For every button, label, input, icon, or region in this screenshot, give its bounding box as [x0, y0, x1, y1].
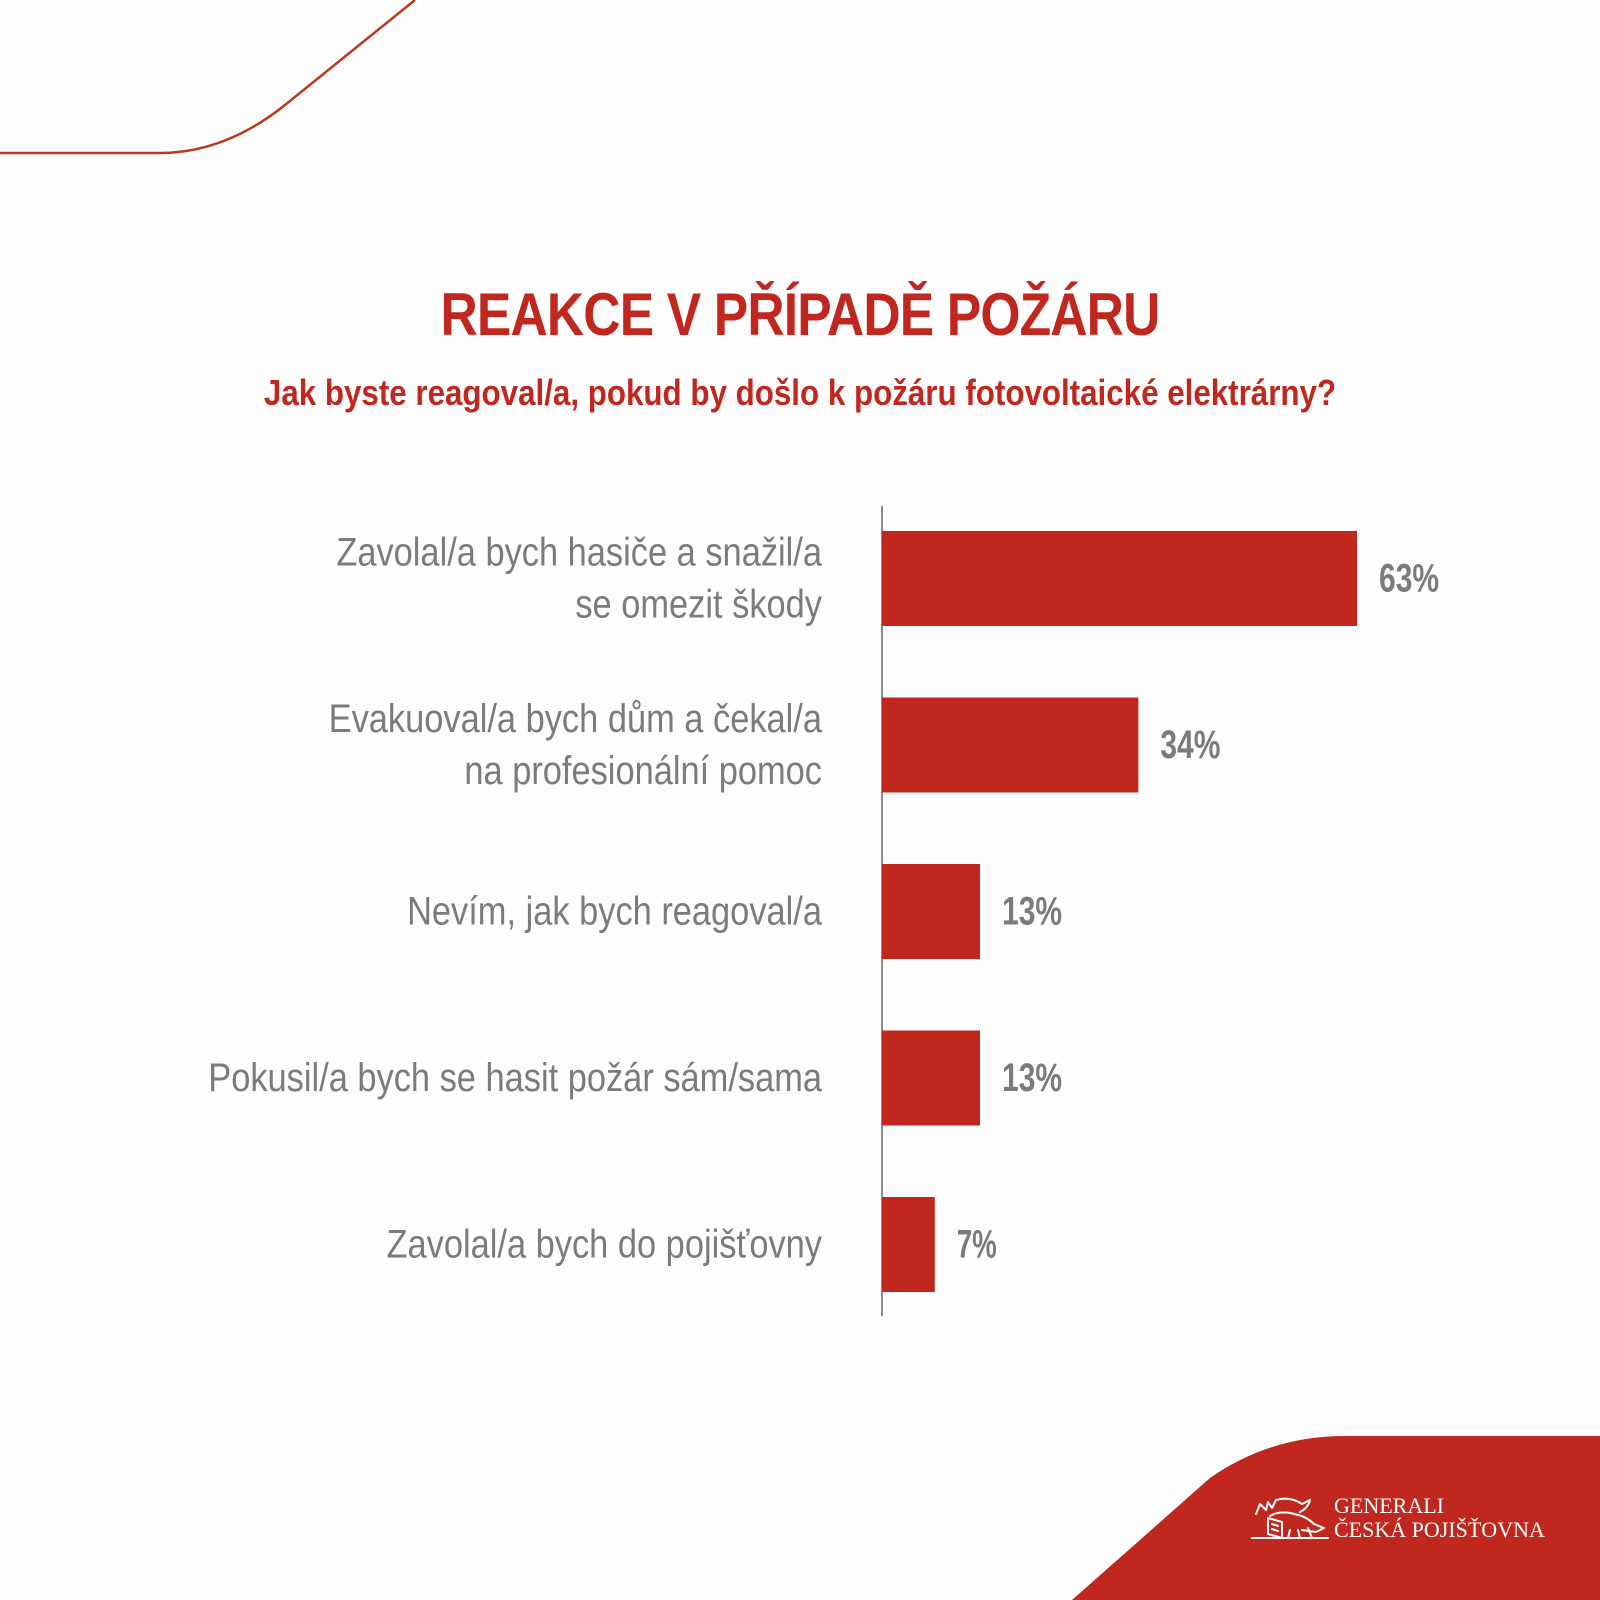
category-label: na profesionální pomoc	[464, 749, 822, 793]
bar	[882, 1197, 935, 1292]
brand-corner-fill	[1072, 1436, 1600, 1600]
value-label: 63%	[1379, 557, 1439, 601]
bar	[882, 697, 1139, 793]
value-label: 13%	[1002, 890, 1062, 934]
bar	[882, 531, 1358, 626]
category-label: Pokusil/a bych se hasit požár sám/sama	[208, 1056, 822, 1100]
brand-name-line1: GENERALI	[1334, 1493, 1444, 1518]
chart-title: REAKCE V PŘÍPADĚ POŽÁRU	[440, 281, 1161, 348]
category-label: Evakuoval/a bych dům a čekal/a	[329, 697, 823, 741]
category-label: se omezit škody	[575, 583, 822, 627]
brand-logo-block: GENERALI ČESKÁ POJIŠŤOVNA	[1250, 1494, 1545, 1542]
category-label: Zavolal/a bych hasiče a snažil/a	[336, 531, 822, 575]
chart-subtitle: Jak byste reagoval/a, pokud by došlo k p…	[263, 372, 1337, 413]
bar	[882, 1030, 981, 1126]
bar	[882, 864, 981, 959]
brand-name-line2: ČESKÁ POJIŠŤOVNA	[1334, 1517, 1545, 1542]
lion-logo-icon	[1251, 1497, 1329, 1539]
corner-curve-line	[0, 0, 416, 155]
category-label: Nevím, jak bych reagoval/a	[407, 890, 823, 934]
category-label: Zavolal/a bych do pojišťovny	[387, 1223, 822, 1267]
brand-name: GENERALI ČESKÁ POJIŠŤOVNA	[1334, 1494, 1545, 1542]
value-label: 13%	[1002, 1056, 1062, 1100]
value-label: 7%	[957, 1223, 997, 1267]
value-label: 34%	[1160, 723, 1220, 767]
